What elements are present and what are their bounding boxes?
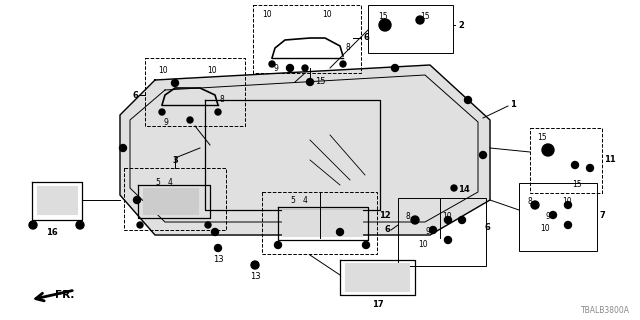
Circle shape bbox=[251, 261, 259, 269]
Circle shape bbox=[120, 145, 127, 151]
Bar bbox=[368, 5, 453, 53]
Text: 6: 6 bbox=[384, 226, 390, 235]
Text: 6: 6 bbox=[484, 223, 490, 233]
Circle shape bbox=[172, 79, 179, 86]
Text: 10: 10 bbox=[322, 10, 332, 19]
Text: 12: 12 bbox=[379, 211, 391, 220]
Circle shape bbox=[550, 212, 557, 219]
Text: 9: 9 bbox=[274, 64, 279, 73]
Text: 11: 11 bbox=[604, 156, 616, 164]
Bar bbox=[124, 168, 226, 230]
Bar bbox=[519, 183, 597, 251]
Circle shape bbox=[287, 65, 294, 71]
Circle shape bbox=[205, 222, 211, 228]
Text: FR.: FR. bbox=[55, 290, 74, 300]
Circle shape bbox=[458, 217, 465, 223]
Text: 9: 9 bbox=[545, 212, 550, 221]
Text: 2: 2 bbox=[458, 20, 464, 29]
Text: TBALB3800A: TBALB3800A bbox=[581, 306, 630, 315]
Circle shape bbox=[269, 61, 275, 67]
Circle shape bbox=[416, 16, 424, 24]
Circle shape bbox=[211, 228, 218, 236]
Text: 14: 14 bbox=[458, 186, 470, 195]
Text: 9: 9 bbox=[425, 227, 430, 236]
Bar bbox=[253, 5, 361, 73]
Circle shape bbox=[76, 221, 84, 229]
Text: 10: 10 bbox=[540, 224, 550, 233]
Circle shape bbox=[275, 242, 282, 249]
Circle shape bbox=[362, 242, 369, 249]
Circle shape bbox=[187, 117, 193, 123]
Circle shape bbox=[445, 217, 451, 223]
Circle shape bbox=[29, 221, 37, 229]
Text: 13: 13 bbox=[250, 272, 260, 281]
Circle shape bbox=[429, 227, 436, 234]
Text: 6: 6 bbox=[132, 91, 138, 100]
Bar bbox=[398, 198, 486, 266]
Text: 3: 3 bbox=[172, 156, 178, 165]
Text: 10: 10 bbox=[207, 66, 216, 75]
Circle shape bbox=[337, 228, 344, 236]
Text: 9: 9 bbox=[163, 118, 168, 127]
Text: 1: 1 bbox=[510, 100, 516, 109]
Text: 8: 8 bbox=[527, 197, 532, 206]
Text: 4: 4 bbox=[303, 196, 308, 205]
Text: 10: 10 bbox=[158, 66, 168, 75]
Text: 10: 10 bbox=[418, 240, 428, 249]
Bar bbox=[37, 186, 77, 214]
Text: 8: 8 bbox=[220, 95, 225, 105]
Text: 15: 15 bbox=[315, 77, 326, 86]
Text: 15: 15 bbox=[537, 133, 547, 142]
Circle shape bbox=[445, 236, 451, 244]
Text: 7: 7 bbox=[599, 211, 605, 220]
Text: 17: 17 bbox=[372, 300, 384, 309]
Polygon shape bbox=[120, 65, 490, 235]
Text: 15: 15 bbox=[378, 12, 388, 21]
Circle shape bbox=[302, 65, 308, 71]
Circle shape bbox=[572, 162, 579, 169]
Circle shape bbox=[392, 65, 399, 71]
Text: 5: 5 bbox=[155, 178, 160, 187]
Text: 15: 15 bbox=[420, 12, 429, 21]
Circle shape bbox=[465, 97, 472, 103]
Bar bbox=[145, 58, 245, 126]
Text: 13: 13 bbox=[212, 255, 223, 264]
Bar bbox=[262, 192, 377, 254]
Text: 4: 4 bbox=[168, 178, 173, 187]
Bar bbox=[143, 188, 198, 214]
Text: 15: 15 bbox=[572, 180, 582, 189]
Text: 10: 10 bbox=[562, 197, 572, 206]
Circle shape bbox=[137, 222, 143, 228]
Circle shape bbox=[411, 216, 419, 224]
Text: 8: 8 bbox=[345, 44, 349, 52]
Circle shape bbox=[159, 109, 165, 115]
Text: 10: 10 bbox=[262, 10, 271, 19]
Text: 5: 5 bbox=[290, 196, 295, 205]
Circle shape bbox=[340, 61, 346, 67]
Circle shape bbox=[479, 151, 486, 158]
Bar bbox=[530, 128, 602, 193]
Circle shape bbox=[307, 78, 314, 85]
Circle shape bbox=[134, 196, 141, 204]
Text: 8: 8 bbox=[406, 212, 411, 221]
Circle shape bbox=[586, 164, 593, 172]
Circle shape bbox=[214, 244, 221, 252]
Text: 16: 16 bbox=[46, 228, 58, 237]
Bar bbox=[282, 210, 362, 236]
Circle shape bbox=[215, 109, 221, 115]
Circle shape bbox=[531, 201, 539, 209]
Circle shape bbox=[542, 144, 554, 156]
Circle shape bbox=[379, 19, 391, 31]
Bar bbox=[345, 263, 409, 291]
Circle shape bbox=[564, 202, 572, 209]
Circle shape bbox=[564, 221, 572, 228]
Text: 6: 6 bbox=[363, 34, 369, 43]
Circle shape bbox=[451, 185, 457, 191]
Text: 10: 10 bbox=[442, 212, 452, 221]
